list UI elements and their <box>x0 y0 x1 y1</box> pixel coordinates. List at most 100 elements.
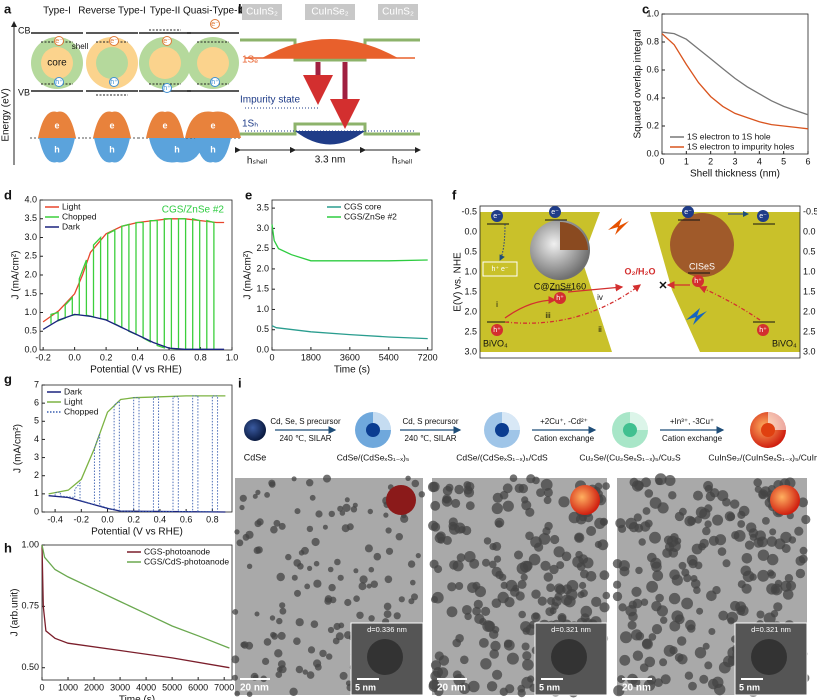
particle <box>506 652 519 665</box>
particle <box>613 580 622 589</box>
y-tick-label: 1.0 <box>24 307 37 317</box>
particle <box>708 678 719 690</box>
particle <box>460 655 469 665</box>
x-axis-label: Potential (V vs RHE) <box>90 365 182 376</box>
particle <box>368 566 375 573</box>
legend-label: CGS-photoanode <box>144 546 210 556</box>
particle <box>463 485 473 495</box>
core <box>149 47 181 79</box>
plot-frame <box>271 199 433 351</box>
particle <box>640 598 649 606</box>
x-axis-label: Time (s) <box>119 695 155 700</box>
electron <box>682 206 694 218</box>
species-label: CdSe <box>244 452 267 462</box>
arrow-h <box>698 286 761 321</box>
particle <box>543 487 553 498</box>
legend-label: Dark <box>64 386 83 396</box>
particle <box>763 612 776 625</box>
particle <box>509 474 518 483</box>
particle <box>314 663 322 671</box>
electron <box>54 36 64 46</box>
x-tick-label: 2000 <box>84 682 104 692</box>
particle <box>297 563 304 570</box>
particle <box>591 596 602 608</box>
particle <box>714 534 727 546</box>
particle <box>337 574 344 581</box>
electron-wave <box>38 111 76 138</box>
arrow-h <box>504 296 557 319</box>
legend-label: 1S electron to impurity holes <box>687 141 794 151</box>
plot-frame <box>41 544 233 681</box>
particle <box>718 610 729 621</box>
particle <box>780 531 792 544</box>
particle <box>652 570 664 582</box>
particle <box>690 579 701 589</box>
y-tick-label: 1.5 <box>256 284 269 294</box>
particle <box>311 537 320 547</box>
particle <box>795 556 806 566</box>
layer-label: CuInS₂ <box>382 7 414 18</box>
particle <box>275 671 283 678</box>
particle <box>313 579 322 588</box>
particle <box>737 605 749 616</box>
particle <box>270 525 278 534</box>
y-tick-label: 0.75 <box>21 601 39 611</box>
particle <box>514 483 524 493</box>
particle <box>794 526 804 536</box>
x-tick-label: 7000 <box>214 682 234 692</box>
particle <box>315 510 323 518</box>
electron-label: e⁻ <box>211 21 219 28</box>
lattice-label: d=0.321 nm <box>551 625 591 634</box>
species-label: Cu₂Se/(Cu₂SeₓS₁₋ₓ)₅/Cu₂S <box>579 452 681 462</box>
particle <box>737 520 746 528</box>
particle <box>279 607 287 615</box>
particle <box>702 642 710 650</box>
particle <box>339 510 346 516</box>
particle <box>553 546 565 558</box>
legend-label: Chopped <box>64 406 99 416</box>
particle <box>328 510 335 518</box>
particle <box>704 661 713 670</box>
particle <box>431 522 441 532</box>
nc-core <box>495 423 509 437</box>
particle <box>373 552 382 561</box>
particle <box>494 517 505 528</box>
band-label: VB <box>18 87 30 97</box>
particle <box>455 582 464 590</box>
electron-label: e⁻ <box>110 38 118 45</box>
particle <box>620 631 632 644</box>
particle <box>342 503 351 512</box>
particle <box>528 553 541 566</box>
series-line <box>271 224 428 262</box>
particle <box>302 669 308 675</box>
particle <box>532 612 540 620</box>
particle <box>632 650 644 661</box>
particle <box>702 526 711 536</box>
particle <box>646 580 658 593</box>
hole <box>162 83 172 93</box>
particle <box>663 644 676 657</box>
particle <box>582 557 594 569</box>
y-tick-label: 1 <box>34 488 39 498</box>
dim-label: 3.3 nm <box>315 155 346 166</box>
particle <box>619 654 631 666</box>
particle <box>773 602 783 612</box>
particle <box>693 586 701 594</box>
material-label: BiVO₄ <box>483 338 508 348</box>
particle <box>492 669 503 680</box>
particle <box>310 620 319 628</box>
particle <box>597 539 609 551</box>
particle <box>785 580 797 591</box>
particle <box>252 493 258 499</box>
hole-label: h⁺ <box>163 85 171 92</box>
particle <box>642 507 651 515</box>
series-line <box>661 33 809 130</box>
y-tick-label: 1.5 <box>24 288 37 298</box>
particle <box>407 560 416 568</box>
x-tick-label: 0 <box>659 156 664 166</box>
step-condition: 240 ℃, SILAR <box>404 434 456 443</box>
particle <box>757 549 770 561</box>
particle <box>741 583 752 594</box>
particle <box>602 591 611 600</box>
particle <box>520 560 532 573</box>
